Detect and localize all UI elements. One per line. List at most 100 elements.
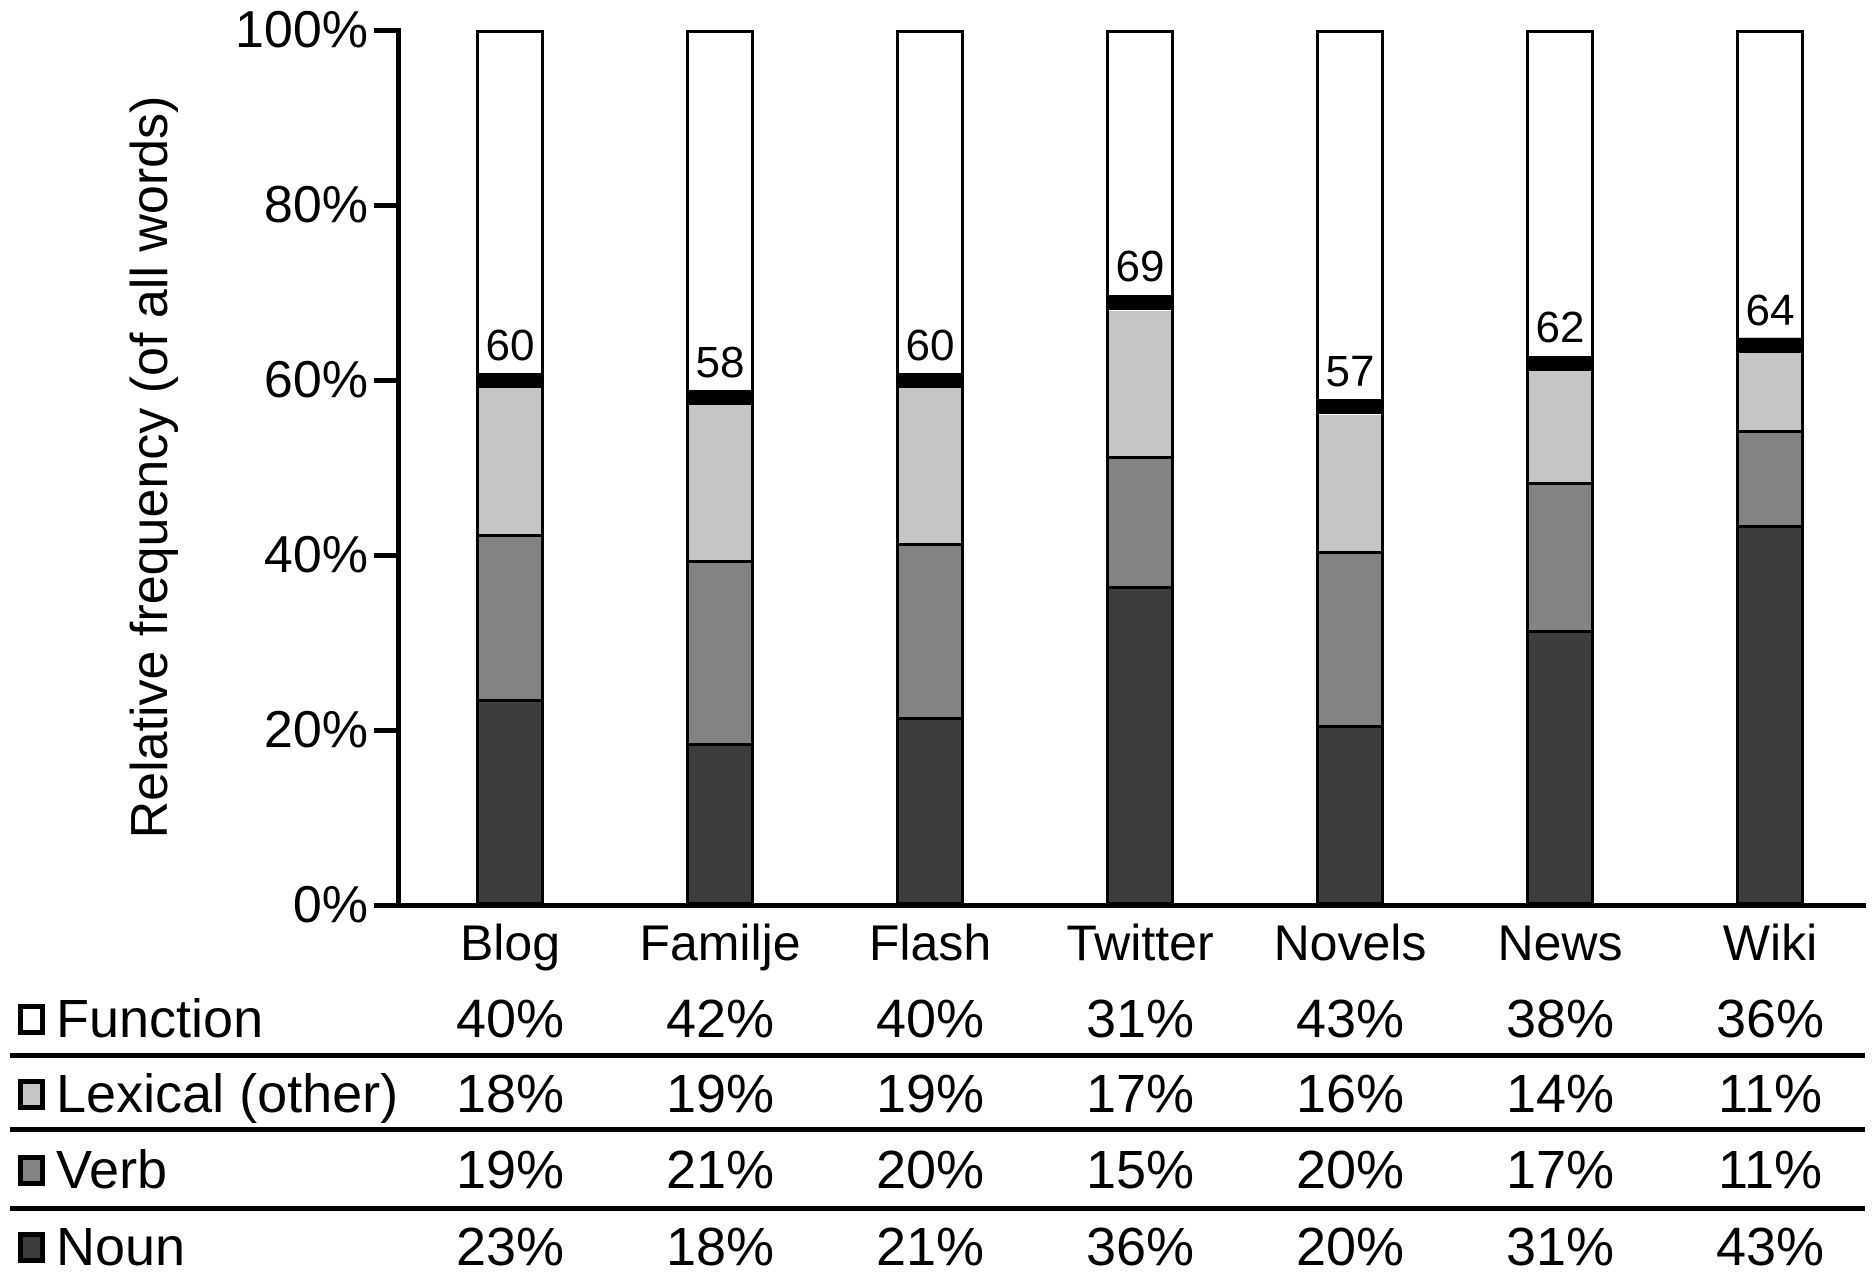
x-axis-line	[380, 903, 1866, 908]
category-label-novels: Novels	[1273, 915, 1427, 971]
legend-label-lexical-other: Lexical (other)	[56, 1064, 399, 1124]
content-total-marker	[896, 373, 964, 389]
table-value-noun-news: 31%	[1505, 1217, 1615, 1277]
content-total-marker	[476, 373, 544, 389]
table-value-noun-blog: 23%	[455, 1217, 565, 1277]
bar-segment-verb	[1109, 458, 1171, 590]
category-label-familje: Familje	[639, 915, 801, 971]
bar-news: 62	[1526, 30, 1594, 905]
table-separator-2	[10, 1127, 1865, 1132]
table-value-function-novels: 43%	[1295, 989, 1405, 1049]
legend-swatch-function	[18, 1004, 45, 1035]
table-value-lexical-other-wiki: 11%	[1717, 1064, 1823, 1124]
content-total-marker	[1736, 338, 1804, 354]
table-value-noun-flash: 21%	[875, 1217, 985, 1277]
bar-segment-noun	[899, 719, 961, 902]
content-total-marker	[1106, 294, 1174, 310]
bar-segment-verb	[689, 563, 751, 746]
bar-total-label: 64	[1745, 285, 1795, 335]
bar-total-label: 60	[905, 320, 955, 370]
bar-twitter: 69	[1106, 30, 1174, 905]
y-tick-mark	[374, 203, 400, 208]
bar-total-label: 62	[1535, 303, 1585, 353]
bar-segment-noun	[479, 702, 541, 902]
table-value-verb-twitter: 15%	[1085, 1140, 1195, 1200]
table-value-lexical-other-novels: 16%	[1295, 1064, 1405, 1124]
category-label-twitter: Twitter	[1066, 915, 1214, 971]
bar-segment-lexical-other	[689, 397, 751, 564]
category-label-wiki: Wiki	[1722, 915, 1818, 971]
bar-segment-verb	[1319, 554, 1381, 729]
table-value-noun-familje: 18%	[665, 1217, 775, 1277]
y-tick-label: 60%	[263, 351, 368, 409]
table-value-noun-novels: 20%	[1295, 1217, 1405, 1277]
bar-segment-lexical-other	[479, 380, 541, 538]
bar-wiki: 64	[1736, 30, 1804, 905]
y-tick-mark	[374, 553, 400, 558]
legend-swatch-noun	[18, 1232, 45, 1263]
bar-total-label: 58	[695, 337, 745, 387]
legend-swatch-lexical-other	[18, 1079, 45, 1110]
bar-familje: 58	[686, 30, 754, 905]
bar-segment-lexical-other	[1109, 311, 1171, 459]
bar-total-label: 60	[485, 320, 535, 370]
table-separator-1	[10, 1053, 1865, 1058]
y-tick-mark	[374, 378, 400, 383]
bar-segment-noun	[1109, 589, 1171, 902]
bar-segment-noun	[689, 745, 751, 902]
bar-flash: 60	[896, 30, 964, 905]
y-tick-label: 80%	[263, 176, 368, 234]
table-value-lexical-other-flash: 19%	[875, 1064, 985, 1124]
bar-segment-noun	[1319, 728, 1381, 902]
legend-swatch-verb	[18, 1155, 45, 1186]
bar-segment-verb	[899, 545, 961, 720]
table-value-function-familje: 42%	[665, 989, 775, 1049]
y-axis-line	[396, 28, 401, 908]
content-total-marker	[686, 390, 754, 406]
y-tick-mark	[374, 728, 400, 733]
table-value-lexical-other-news: 14%	[1505, 1064, 1615, 1124]
content-total-marker	[1526, 355, 1594, 371]
bar-segment-verb	[1739, 432, 1801, 529]
table-value-function-flash: 40%	[875, 989, 985, 1049]
legend-label-function: Function	[56, 989, 264, 1049]
table-value-function-blog: 40%	[455, 989, 565, 1049]
table-value-noun-wiki: 43%	[1715, 1217, 1825, 1277]
table-value-noun-twitter: 36%	[1085, 1217, 1195, 1277]
category-label-flash: Flash	[868, 915, 992, 971]
bar-segment-lexical-other	[899, 380, 961, 546]
table-value-function-wiki: 36%	[1715, 989, 1825, 1049]
bar-segment-noun	[1529, 632, 1591, 902]
bar-segment-lexical-other	[1319, 415, 1381, 555]
table-separator-3	[10, 1206, 1865, 1211]
table-value-verb-blog: 19%	[455, 1140, 565, 1200]
y-tick-label: 0%	[292, 876, 368, 934]
legend-label-noun: Noun	[56, 1217, 186, 1277]
table-value-lexical-other-blog: 18%	[455, 1064, 565, 1124]
bar-segment-verb	[479, 537, 541, 703]
table-value-verb-wiki: 11%	[1717, 1140, 1823, 1200]
bar-total-label: 57	[1325, 346, 1375, 396]
table-value-lexical-other-twitter: 17%	[1085, 1064, 1195, 1124]
table-value-function-news: 38%	[1505, 989, 1615, 1049]
y-tick-mark	[374, 28, 400, 33]
y-tick-label: 40%	[263, 526, 368, 584]
table-value-function-twitter: 31%	[1085, 989, 1195, 1049]
bar-segment-noun	[1739, 528, 1801, 902]
table-value-verb-familje: 21%	[665, 1140, 775, 1200]
legend-label-verb: Verb	[56, 1140, 168, 1200]
y-tick-label: 100%	[235, 1, 368, 59]
bar-segment-verb	[1529, 484, 1591, 633]
bar-blog: 60	[476, 30, 544, 905]
table-value-lexical-other-familje: 19%	[665, 1064, 775, 1124]
category-label-blog: Blog	[459, 915, 561, 971]
bar-novels: 57	[1316, 30, 1384, 905]
table-value-verb-novels: 20%	[1295, 1140, 1405, 1200]
table-value-verb-flash: 20%	[875, 1140, 985, 1200]
y-tick-label: 20%	[263, 701, 368, 759]
bar-total-label: 69	[1115, 242, 1165, 292]
y-tick-mark	[374, 903, 400, 908]
table-value-verb-news: 17%	[1505, 1140, 1615, 1200]
bar-segment-lexical-other	[1529, 363, 1591, 485]
